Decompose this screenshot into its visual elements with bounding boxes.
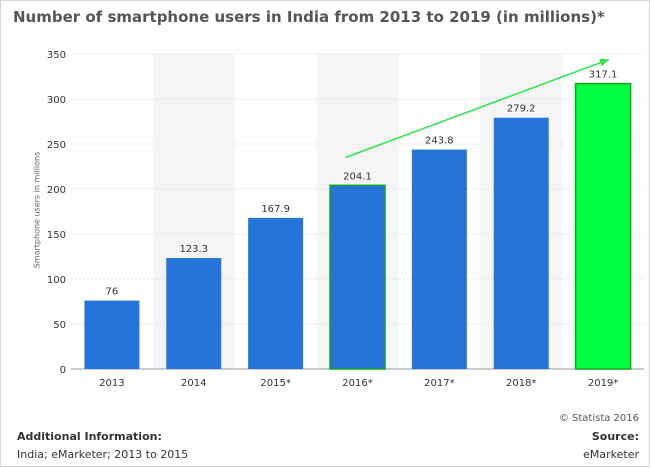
y-tick-label: 350 bbox=[47, 50, 66, 61]
y-tick-label: 200 bbox=[47, 185, 66, 196]
trend-annotation bbox=[345, 58, 610, 159]
y-tick-label: 100 bbox=[47, 275, 66, 286]
bar bbox=[493, 117, 549, 369]
x-tick-label: 2016* bbox=[342, 378, 372, 389]
value-label: 279.2 bbox=[507, 104, 536, 115]
value-label: 204.1 bbox=[343, 171, 372, 182]
bar bbox=[329, 184, 386, 370]
x-tick-label: 2019* bbox=[588, 378, 618, 389]
value-label: 243.8 bbox=[425, 136, 454, 147]
x-tick-labels: 2013 2014 2015* 2016* 2017* 2018* 2019* bbox=[99, 378, 618, 389]
y-tick-label: 150 bbox=[47, 230, 66, 241]
source-title[interactable]: Source: bbox=[591, 430, 639, 443]
y-tick-label: 250 bbox=[47, 140, 66, 151]
value-label: 167.9 bbox=[261, 204, 290, 215]
bar bbox=[166, 258, 222, 369]
copyright-text: © Statista 2016 bbox=[558, 413, 639, 424]
trend-arrow-head bbox=[599, 58, 610, 67]
value-label: 123.3 bbox=[179, 244, 208, 255]
bar bbox=[411, 149, 467, 369]
source-text: eMarketer bbox=[583, 448, 639, 461]
y-tick-labels: 0 50 100 150 200 250 300 350 bbox=[47, 50, 66, 376]
bar bbox=[574, 82, 632, 370]
y-tick-label: 0 bbox=[60, 365, 66, 376]
x-tick-label: 2014 bbox=[181, 378, 206, 389]
bar bbox=[248, 217, 304, 369]
additional-info-text: India; eMarketer; 2013 to 2015 bbox=[17, 448, 189, 461]
x-tick-label: 2017* bbox=[424, 378, 454, 389]
trend-arrow-line bbox=[345, 58, 610, 159]
y-tick-label: 300 bbox=[47, 95, 66, 106]
bars bbox=[84, 82, 632, 370]
x-tick-label: 2013 bbox=[99, 378, 124, 389]
chart-title: Number of smartphone users in India from… bbox=[13, 8, 605, 26]
bar bbox=[84, 300, 140, 369]
x-tick-label: 2018* bbox=[506, 378, 536, 389]
additional-info-title[interactable]: Additional Information: bbox=[17, 430, 162, 443]
value-labels: 76 123.3 167.9 204.1 243.8 279.2 317.1 bbox=[106, 70, 618, 298]
x-tick-label: 2015* bbox=[260, 378, 290, 389]
value-label: 76 bbox=[106, 287, 119, 298]
y-axis-title: Smartphone users in millions bbox=[32, 151, 42, 269]
value-label: 317.1 bbox=[589, 70, 618, 81]
y-tick-label: 50 bbox=[53, 320, 66, 331]
